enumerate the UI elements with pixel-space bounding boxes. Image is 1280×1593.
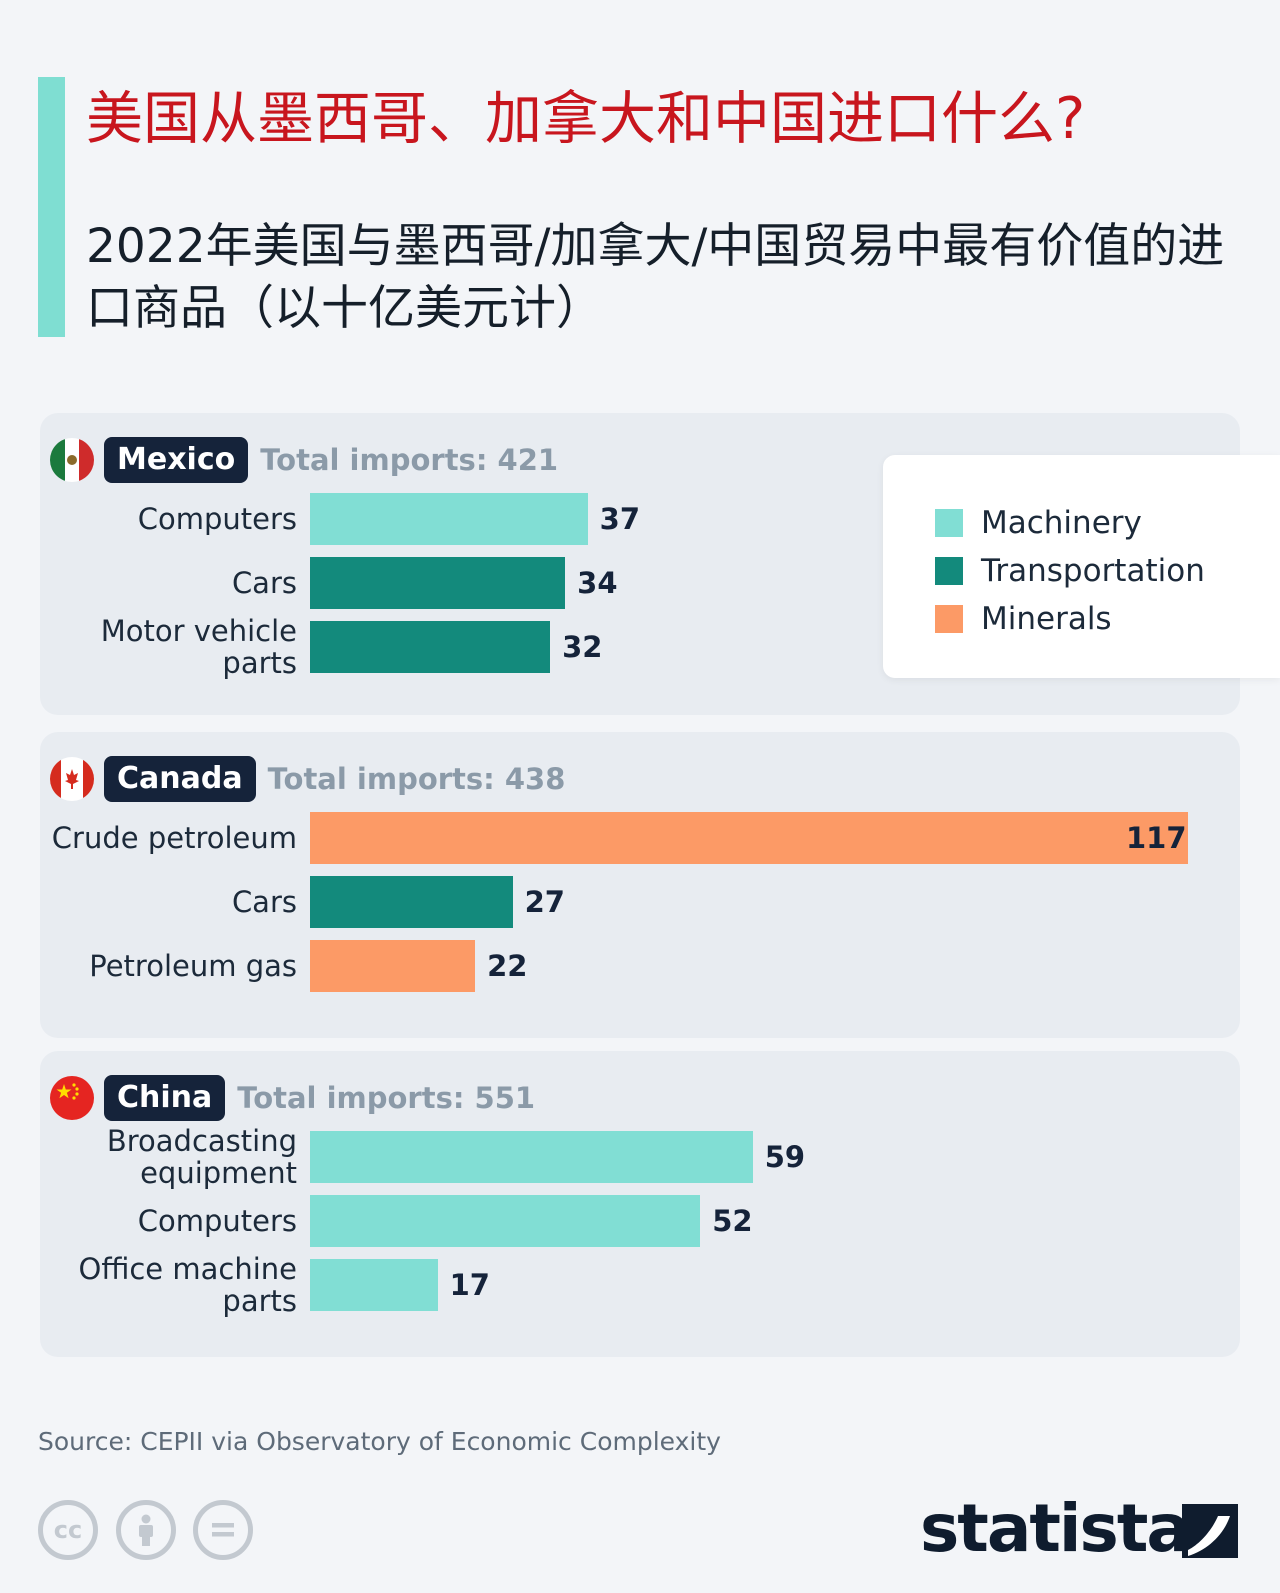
bar (310, 557, 566, 609)
country-badge: Canada (104, 756, 256, 802)
legend-swatch (935, 605, 963, 633)
chart-subtitle: 2022年美国与墨西哥/加拿大/中国贸易中最有价值的进口商品（以十亿美元计） (86, 219, 1225, 336)
cc-icon: cc (38, 1500, 98, 1560)
legend-swatch (935, 509, 963, 537)
bar (310, 493, 588, 545)
legend-label: Machinery (981, 505, 1142, 541)
category-label: Computers (137, 1204, 297, 1238)
value-label: 59 (764, 1140, 806, 1174)
bar (310, 621, 551, 673)
canada-flag-icon (50, 757, 94, 801)
legend-swatch (935, 557, 963, 585)
total-imports-label: Total imports: 551 (237, 1081, 536, 1115)
by-icon (116, 1500, 176, 1560)
value-label: 34 (577, 566, 618, 600)
panel-canada: Canada Total imports: 438 (40, 732, 1240, 1038)
category-label: Motor vehicle parts (100, 614, 297, 680)
bar (310, 1131, 753, 1183)
bar (310, 1259, 438, 1311)
value-label: 37 (599, 502, 641, 536)
source-note: Source: CEPII via Observatory of Economi… (38, 1427, 721, 1456)
country-badge: China (104, 1075, 226, 1121)
bar (310, 876, 513, 928)
legend-label: Minerals (981, 601, 1112, 637)
statista-logo-mark-icon (1182, 1504, 1238, 1558)
country-badge: Mexico (104, 437, 249, 483)
nd-icon (193, 1500, 253, 1560)
legend: Machinery Transportation Minerals (883, 455, 1280, 678)
panel-header: China Total imports: 551 (50, 1075, 535, 1121)
chart-title: 美国从墨西哥、加拿大和中国进口什么? (86, 86, 1086, 152)
total-imports-label: Total imports: 421 (260, 443, 559, 477)
value-label: 32 (562, 630, 603, 664)
value-label: 22 (487, 949, 528, 983)
statista-logo: statista (920, 1490, 1191, 1567)
panel-header: Canada Total imports: 438 (50, 756, 565, 802)
bar (310, 940, 476, 992)
value-label: 117 (1126, 821, 1187, 855)
value-label: 52 (712, 1204, 753, 1238)
category-label: Petroleum gas (89, 949, 297, 983)
bar (310, 812, 1188, 864)
category-label: Crude petroleum (51, 821, 297, 855)
category-label: Computers (137, 502, 297, 536)
category-label: Cars (231, 885, 297, 919)
legend-label: Transportation (981, 553, 1205, 589)
title-accent-bar (38, 77, 65, 337)
china-flag-icon (50, 1076, 94, 1120)
bar (310, 1195, 701, 1247)
legend-item-transportation: Transportation (935, 553, 1205, 589)
category-label: Office machine parts (78, 1252, 298, 1318)
value-label: 17 (449, 1268, 490, 1302)
total-imports-label: Total imports: 438 (267, 762, 566, 796)
mexico-flag-icon (50, 438, 94, 482)
legend-item-minerals: Minerals (935, 601, 1112, 637)
panel-header: Mexico Total imports: 421 (50, 437, 558, 483)
value-label: 27 (524, 885, 565, 919)
legend-item-machinery: Machinery (935, 505, 1142, 541)
category-label: Broadcasting equipment (106, 1124, 297, 1190)
category-label: Cars (231, 566, 297, 600)
